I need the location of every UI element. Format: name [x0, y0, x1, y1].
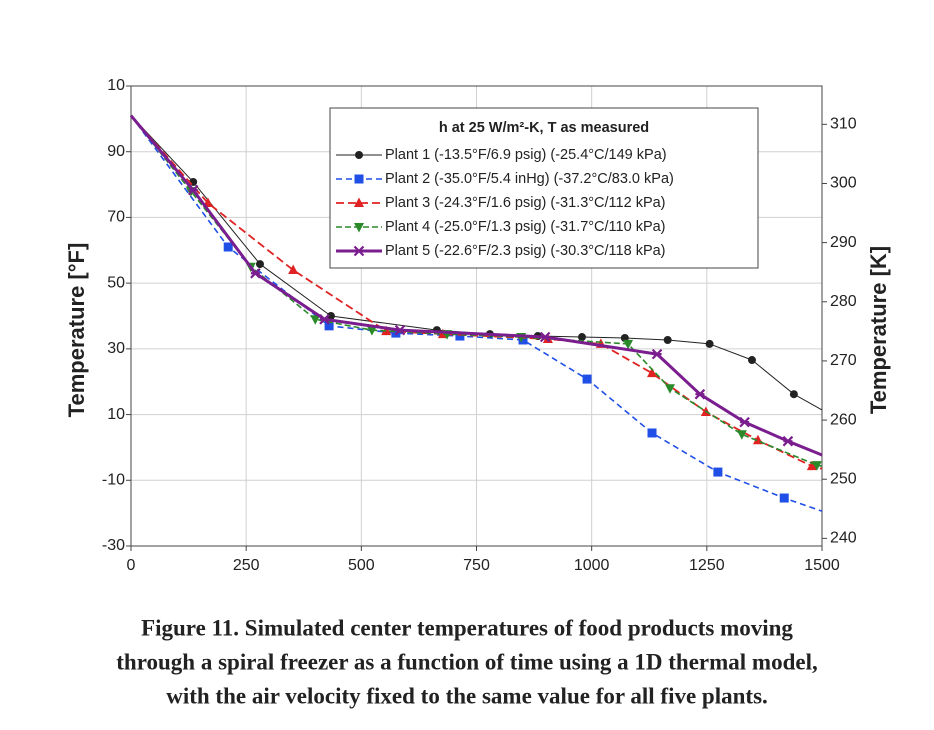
- marker: [394, 324, 406, 336]
- marker: [187, 184, 199, 196]
- marker: [663, 335, 672, 344]
- y-tick-label: 70: [107, 209, 125, 226]
- y2-tick-label: 250: [830, 470, 857, 487]
- legend-box: [329, 107, 759, 269]
- marker: [739, 416, 750, 428]
- marker: [319, 314, 330, 325]
- y2-tick-label: 260: [830, 411, 857, 428]
- y2-axis-label: Temperature [K]: [866, 246, 891, 414]
- legend-marker: [354, 174, 364, 184]
- y-tick-label: 10: [107, 77, 125, 94]
- marker: [664, 384, 675, 394]
- y-axis-label: Temperature [°F]: [64, 243, 89, 418]
- marker: [366, 326, 377, 336]
- y2-tick-label: 240: [830, 530, 857, 547]
- marker: [694, 388, 706, 400]
- legend-label: Plant 5 (-22.6°F/2.3 psig) (-30.3°C/118 …: [385, 243, 666, 259]
- y2-tick-label: 310: [830, 116, 857, 133]
- plot-frame: [130, 85, 823, 547]
- legend-label: Plant 1 (-13.5°F/6.9 psig) (-25.4°C/149 …: [385, 147, 667, 163]
- marker: [518, 335, 528, 345]
- marker: [326, 312, 335, 320]
- y2-tick-label: 270: [830, 352, 857, 369]
- y-tick-label: 10: [107, 406, 125, 423]
- legend-label: Plant 2 (-35.0°F/5.4 inHg) (-37.2°C/83.0…: [385, 171, 674, 187]
- marker: [811, 461, 822, 471]
- y-tick-label: 50: [107, 274, 125, 291]
- marker: [647, 367, 658, 378]
- marker: [623, 339, 634, 350]
- y2-tick-label: 300: [830, 175, 857, 192]
- y2-tick-label: 280: [830, 293, 857, 310]
- x-tick-label: 1250: [689, 557, 725, 574]
- marker: [736, 430, 747, 440]
- marker: [255, 260, 264, 269]
- series-line: [130, 115, 823, 512]
- x-tick-label: 1500: [804, 557, 840, 574]
- marker: [250, 268, 261, 279]
- marker: [223, 242, 233, 252]
- marker: [651, 348, 663, 360]
- y-tick-label: 90: [107, 143, 125, 160]
- marker: [779, 493, 789, 503]
- series-line: [130, 115, 823, 411]
- legend-marker: [355, 151, 363, 159]
- legend-marker: [353, 245, 365, 257]
- caption: with the air velocity fixed to the same …: [166, 683, 768, 708]
- marker: [582, 374, 592, 384]
- marker: [381, 325, 392, 336]
- marker: [782, 435, 794, 447]
- marker: [647, 428, 657, 438]
- x-tick-label: 500: [348, 557, 375, 574]
- y-tick-label: 30: [107, 340, 125, 357]
- legend-label: Plant 4 (-25.0°F/1.3 psig) (-31.7°C/110 …: [385, 219, 666, 235]
- series-line: [130, 114, 823, 470]
- x-tick-label: 750: [463, 557, 490, 574]
- y-tick-label: -10: [102, 472, 125, 489]
- marker: [789, 390, 798, 399]
- x-tick-label: 1000: [574, 557, 610, 574]
- marker: [455, 331, 465, 341]
- marker: [539, 331, 551, 343]
- x-tick-label: 0: [127, 557, 136, 574]
- legend-marker: [354, 223, 364, 233]
- marker: [288, 264, 299, 274]
- legend-marker: [354, 197, 364, 207]
- caption: Figure 11. Simulated center temperatures…: [141, 615, 793, 640]
- marker: [747, 356, 756, 365]
- y-tick-label: -30: [102, 537, 125, 554]
- legend-title: h at 25 W/m²-K, T as measured: [439, 120, 649, 136]
- marker: [577, 333, 586, 342]
- marker: [705, 339, 714, 348]
- marker: [806, 460, 817, 471]
- y2-tick-label: 290: [830, 234, 857, 251]
- x-tick-label: 250: [233, 557, 260, 574]
- marker: [310, 315, 321, 325]
- marker: [324, 321, 334, 331]
- legend-label: Plant 3 (-24.3°F/1.6 psig) (-31.3°C/112 …: [385, 195, 666, 211]
- marker: [713, 467, 723, 477]
- caption: through a spiral freezer as a function o…: [116, 649, 817, 674]
